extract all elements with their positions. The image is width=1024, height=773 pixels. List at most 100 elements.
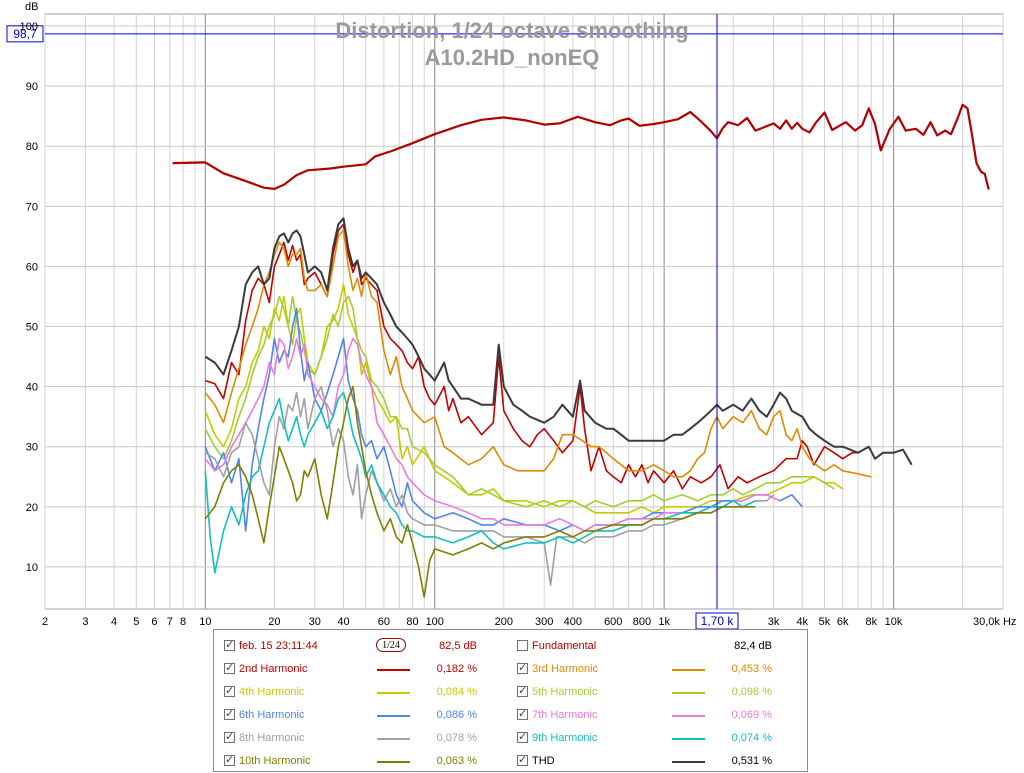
legend-label: Fundamental xyxy=(532,640,597,652)
legend-item[interactable]: 9th Harmonic 0,074 % xyxy=(214,728,804,750)
chart-title: Distortion, 1/24 octave smoothing xyxy=(335,18,688,43)
legend-item[interactable]: 10th Harmonic 0,063 % xyxy=(214,751,804,773)
legend-item[interactable]: Fundamental 82,4 dB xyxy=(214,636,804,658)
x-tick-label: 30,0k Hz xyxy=(973,616,1016,628)
legend-value: 0,074 % xyxy=(731,732,772,744)
series-line-thd xyxy=(204,217,913,466)
chart-subtitle: A10.2HD_nonEQ xyxy=(425,45,600,70)
legend-label: 5th Harmonic xyxy=(532,686,598,698)
x-tick-label: 6 xyxy=(151,616,157,628)
legend-swatch xyxy=(672,669,705,671)
legend-label: feb. 15 23:11:44 xyxy=(239,640,318,652)
series-line-9th-harmonic xyxy=(204,391,756,574)
legend-checkbox[interactable] xyxy=(224,638,235,651)
x-tick-label: 100 xyxy=(426,616,444,628)
legend-item[interactable]: 2nd Harmonic 0,182 % xyxy=(214,659,804,681)
legend-value: 0,453 % xyxy=(731,663,772,675)
distortion-chart[interactable]: 98,7 1,70 k Distortion, 1/24 octave smoot… xyxy=(0,0,1024,630)
cursor-y-readout: 98,7 xyxy=(13,27,37,41)
legend-checkbox[interactable] xyxy=(517,661,528,674)
y-tick-label: 10 xyxy=(26,562,38,574)
y-tick-label: 100 xyxy=(20,21,38,33)
legend-item[interactable]: 4th Harmonic 0,084 % xyxy=(214,682,804,704)
x-tick-label: 30 xyxy=(309,616,321,628)
legend-swatch xyxy=(377,761,410,763)
cursor-y-readout-box xyxy=(6,25,44,43)
x-tick-label: 300 xyxy=(535,616,553,628)
series-line-feb-15-23-11-44 xyxy=(172,103,990,190)
legend-swatch xyxy=(672,692,705,694)
legend-swatch xyxy=(377,692,410,694)
smoothing-badge[interactable]: 1/24 xyxy=(376,638,406,652)
legend-checkbox[interactable] xyxy=(517,753,528,766)
y-tick-label: 90 xyxy=(26,81,38,93)
x-tick-label: 8k xyxy=(866,616,878,628)
x-tick-label: 3 xyxy=(82,616,88,628)
legend-checkbox[interactable] xyxy=(517,684,528,697)
y-tick-label: 70 xyxy=(26,201,38,213)
legend-item[interactable]: 7th Harmonic 0,069 % xyxy=(214,705,804,727)
legend-item[interactable]: 5th Harmonic 0,098 % xyxy=(214,682,804,704)
legend-checkbox[interactable] xyxy=(517,730,528,743)
x-tick-label: 1k xyxy=(658,616,670,628)
y-tick-label: 30 xyxy=(26,442,38,454)
legend-value: 0,182 % xyxy=(436,663,477,675)
x-tick-label: 8 xyxy=(180,616,186,628)
legend-swatch xyxy=(377,669,410,671)
legend-checkbox[interactable] xyxy=(224,730,235,743)
legend-value: 0,078 % xyxy=(436,732,477,744)
series-line-5th-harmonic xyxy=(204,295,835,508)
y-tick-labels: 10 20 30 40 50 60 70 80 90 100 xyxy=(20,21,38,574)
legend-label: 2nd Harmonic xyxy=(239,663,308,675)
cursor-layer: 98,7 1,70 k xyxy=(6,14,1003,630)
legend-value: 0,069 % xyxy=(731,709,772,721)
grid-lines xyxy=(44,14,1004,609)
x-tick-label: 40 xyxy=(337,616,349,628)
legend-value: 0,084 % xyxy=(436,686,477,698)
legend-label: 7th Harmonic xyxy=(532,709,598,721)
legend-item[interactable]: 6th Harmonic 0,086 % xyxy=(214,705,804,727)
legend-panel: feb. 15 23:11:44 1/24 82,5 dB Fundamental 82… xyxy=(213,629,808,772)
legend-item[interactable]: 8th Harmonic 0,078 % xyxy=(214,728,804,750)
legend-checkbox[interactable] xyxy=(224,753,235,766)
x-tick-label: 3k xyxy=(768,616,780,628)
legend-label: 9th Harmonic xyxy=(532,732,598,744)
series-line-3rd-harmonic xyxy=(204,229,872,478)
legend-label: 8th Harmonic xyxy=(239,732,305,744)
series-layer xyxy=(172,103,990,598)
x-tick-label: 400 xyxy=(564,616,582,628)
series-line-7th-harmonic xyxy=(204,337,781,532)
y-tick-label: 40 xyxy=(26,382,38,394)
x-tick-label: 80 xyxy=(406,616,418,628)
legend-swatch xyxy=(377,738,410,740)
x-tick-label: 4k xyxy=(796,616,808,628)
legend-checkbox[interactable] xyxy=(224,661,235,674)
y-axis-label: dB xyxy=(25,1,38,13)
x-tick-label: 6k xyxy=(837,616,849,628)
legend-swatch xyxy=(377,715,410,717)
x-tick-label: 20 xyxy=(268,616,280,628)
x-tick-label: 200 xyxy=(495,616,513,628)
cursor-x-readout: 1,70 k xyxy=(701,614,735,628)
legend-value: 0,063 % xyxy=(436,755,477,767)
legend-label: 6th Harmonic xyxy=(239,709,305,721)
series-line-10th-harmonic xyxy=(204,385,756,598)
legend-item[interactable]: feb. 15 23:11:44 1/24 82,5 dB xyxy=(214,636,804,658)
x-tick-label: 60 xyxy=(378,616,390,628)
x-tick-label: 7 xyxy=(167,616,173,628)
legend-item[interactable]: 3rd Harmonic 0,453 % xyxy=(214,659,804,681)
y-tick-label: 50 xyxy=(26,322,38,334)
legend-label: 4th Harmonic xyxy=(239,686,305,698)
legend-item[interactable]: THD 0,531 % xyxy=(214,751,804,773)
legend-swatch xyxy=(672,738,705,740)
y-tick-label: 80 xyxy=(26,141,38,153)
legend-checkbox[interactable] xyxy=(224,707,235,720)
legend-checkbox[interactable] xyxy=(517,707,528,720)
y-tick-label: 60 xyxy=(26,261,38,273)
x-tick-label: 800 xyxy=(633,616,651,628)
legend-checkbox[interactable] xyxy=(224,684,235,697)
legend-value: 0,531 % xyxy=(731,755,772,767)
plot-area[interactable] xyxy=(44,13,1004,610)
legend-value: 0,098 % xyxy=(731,686,772,698)
legend-checkbox[interactable] xyxy=(517,640,528,651)
